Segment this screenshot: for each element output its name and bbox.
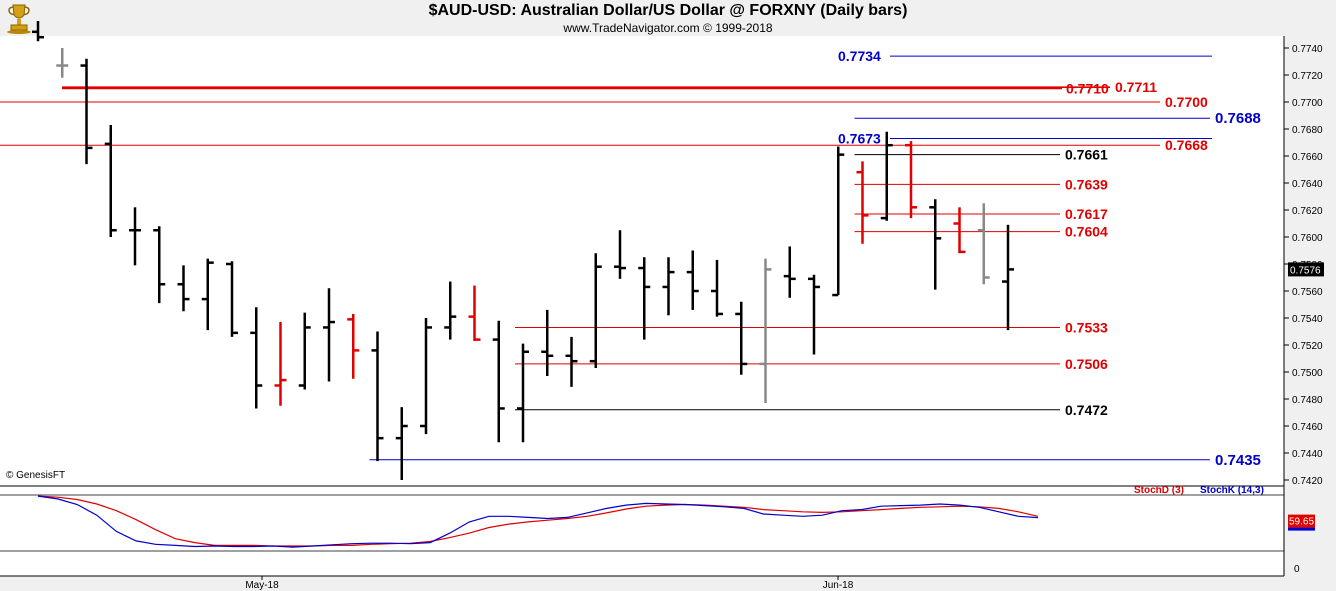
y-tick-label: 0.7460 <box>1292 422 1323 433</box>
ohlc-bar <box>929 199 942 290</box>
level-label: 0.7435 <box>1215 452 1261 469</box>
ohlc-bar <box>226 261 238 337</box>
ohlc-bar <box>347 313 360 379</box>
ohlc-bar <box>56 48 69 78</box>
ohlc-bars <box>32 21 1014 480</box>
x-tick-label: May-18 <box>245 580 279 591</box>
level-label: 0.7700 <box>1165 94 1208 110</box>
ohlc-bar <box>492 320 505 443</box>
y-tick-label: 0.7420 <box>1292 476 1323 487</box>
ohlc-bar <box>250 307 263 409</box>
ohlc-bar <box>468 285 481 341</box>
y-tick-label: 0.7640 <box>1292 179 1323 190</box>
stoch-last-value: 59.65 <box>1289 517 1314 528</box>
stoch-series-line <box>37 495 1039 547</box>
ohlc-bar <box>541 309 554 377</box>
level-label: 0.7668 <box>1165 137 1208 153</box>
level-label: 0.7472 <box>1065 402 1108 418</box>
ohlc-bar <box>589 253 602 368</box>
ohlc-bar <box>371 331 384 462</box>
y-tick-label: 0.7480 <box>1292 395 1323 406</box>
ohlc-bar <box>686 250 699 310</box>
y-tick-label: 0.7500 <box>1292 368 1323 379</box>
y-tick-label: 0.7720 <box>1292 71 1323 82</box>
ohlc-bar <box>201 258 214 331</box>
ohlc-bar <box>517 343 529 443</box>
ohlc-bar <box>395 407 408 480</box>
y-tick-label: 0.7600 <box>1292 233 1323 244</box>
ohlc-bar <box>274 322 287 406</box>
level-label: 0.7688 <box>1215 110 1261 127</box>
stoch-last-box-k <box>1288 527 1315 531</box>
y-tick-label: 0.7540 <box>1292 314 1323 325</box>
ohlc-bar <box>953 207 966 254</box>
y-tick-label: 0.7660 <box>1292 152 1323 163</box>
ohlc-bar <box>420 318 432 435</box>
ohlc-bar <box>153 226 166 304</box>
ohlc-bar <box>177 265 190 312</box>
last-price-label: 0.7576 <box>1290 265 1321 276</box>
chart-title: $AUD-USD: Australian Dollar/US Dollar @ … <box>428 2 908 19</box>
x-tick-label: Jun-18 <box>823 580 854 591</box>
legend-stochd: StochD (3) <box>1134 485 1184 496</box>
price-axis: 0.7740 0.7720 0.7700 0.7680 0.7660 0.7640 0.76… <box>1284 44 1324 487</box>
ohlc-bar <box>638 257 651 340</box>
level-label: 0.7673 <box>838 130 881 146</box>
stochastic-panel: StochD (3) StochK (14,3) 59.65 0 <box>0 485 1315 575</box>
ohlc-bar <box>783 246 796 298</box>
y-tick-label: 0.7520 <box>1292 341 1323 352</box>
level-label: 0.7711 <box>1115 79 1157 95</box>
ohlc-bar <box>298 312 311 390</box>
level-label: 0.7639 <box>1065 176 1108 192</box>
ohlc-bar <box>80 58 93 165</box>
ohlc-bar <box>759 258 772 404</box>
ohlc-bar <box>129 207 141 266</box>
level-label: 0.7533 <box>1065 319 1108 335</box>
ohlc-bar <box>565 336 578 387</box>
level-label: 0.7617 <box>1065 206 1108 222</box>
ohlc-bar <box>905 141 917 219</box>
ohlc-bar <box>735 301 748 375</box>
ohlc-bar <box>808 274 820 355</box>
y-tick-label: 0.7440 <box>1292 449 1323 460</box>
level-label: 0.7506 <box>1065 356 1108 372</box>
header-bar: $AUD-USD: Australian Dollar/US Dollar @ … <box>0 0 1336 36</box>
y-tick-label: 0.7680 <box>1292 125 1323 136</box>
ohlc-bar <box>614 230 626 279</box>
stoch-series-line <box>37 495 1039 548</box>
stoch-y-tick: 0 <box>1294 564 1300 575</box>
y-tick-label: 0.7740 <box>1292 44 1323 55</box>
stoch-last-box <box>1288 514 1315 528</box>
ohlc-bar <box>856 161 869 244</box>
ohlc-bar <box>323 288 335 382</box>
ohlc-bar <box>832 146 845 297</box>
level-label: 0.7661 <box>1065 147 1108 163</box>
legend-stochk: StochK (14,3) <box>1200 485 1264 496</box>
chart-subtitle: www.TradeNavigator.com © 1999-2018 <box>563 21 773 35</box>
trophy-logo-icon <box>7 4 31 34</box>
price-panel <box>0 36 1284 486</box>
ohlc-bar <box>711 259 723 317</box>
ohlc-bar <box>662 257 675 316</box>
copyright-label: © GenesisFT <box>6 470 65 481</box>
time-axis: May-18 Jun-18 <box>245 576 854 591</box>
ohlc-bar <box>1002 224 1014 331</box>
ohlc-bar <box>977 203 990 285</box>
ohlc-bar <box>880 131 893 221</box>
ohlc-bar <box>32 21 44 42</box>
y-tick-label: 0.7620 <box>1292 206 1323 217</box>
ohlc-bar <box>104 124 117 237</box>
level-label: 0.7734 <box>838 48 881 64</box>
y-tick-label: 0.7560 <box>1292 287 1323 298</box>
level-label: 0.7710 <box>1066 81 1109 97</box>
price-levels: 0.7734 0.7711 0.7710 0.7700 0.7688 0.7673 0.76… <box>0 48 1261 469</box>
stoch-panel <box>0 486 1284 576</box>
ohlc-bar <box>444 281 457 340</box>
last-price-box <box>1288 262 1324 277</box>
y-tick-label: 0.7700 <box>1292 98 1323 109</box>
level-label: 0.7604 <box>1065 224 1108 240</box>
